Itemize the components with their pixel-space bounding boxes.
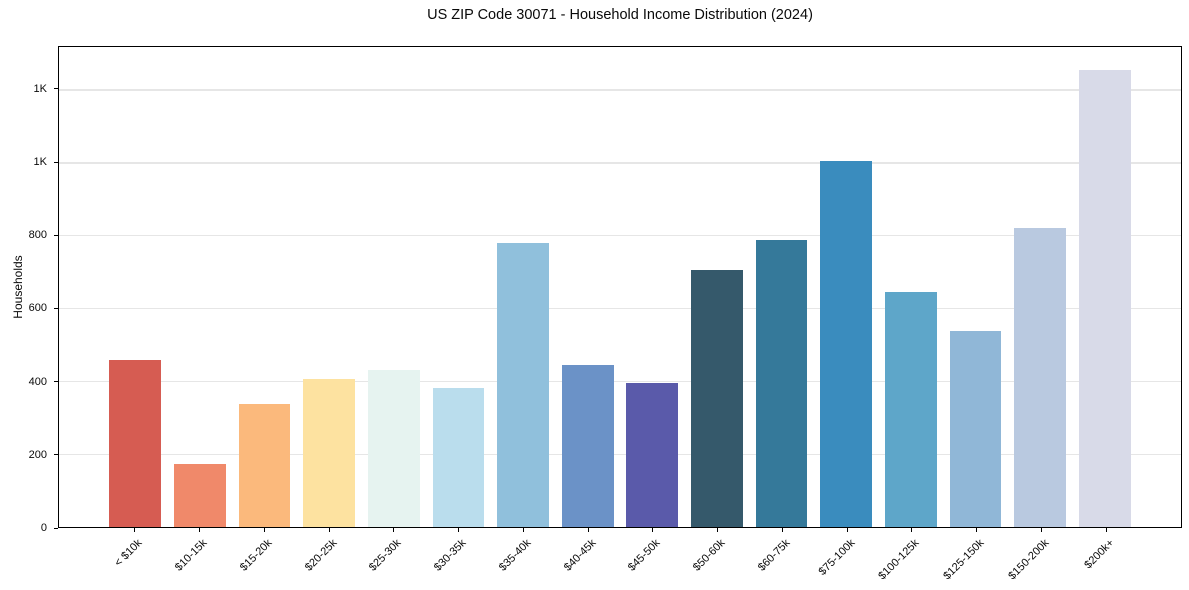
x-tick-mark: [652, 528, 654, 532]
y-tick-label: 800: [28, 229, 47, 242]
bar-slot: [103, 47, 168, 527]
bar-20-25k: [303, 379, 356, 527]
bar-slot: [879, 47, 944, 527]
bar-slot: [1072, 47, 1137, 527]
bar-75-100k: [820, 160, 873, 527]
gridline-800: [59, 234, 1181, 237]
x-tick-mark: [846, 528, 848, 532]
gridline-200: [59, 453, 1181, 456]
y-tick-mark: [54, 88, 58, 90]
bar-30-35k: [432, 388, 485, 527]
bar-200k: [1078, 69, 1131, 527]
bar-45-50k: [626, 383, 679, 527]
bar-60-75k: [755, 239, 808, 527]
bars-container: [59, 47, 1181, 527]
gridline-1200: [59, 89, 1181, 91]
x-tick-mark: [134, 528, 136, 532]
x-tick-mark: [781, 528, 783, 532]
y-tick-mark: [54, 161, 58, 163]
gridline-1000: [59, 162, 1181, 164]
x-tick-mark: [976, 528, 978, 532]
x-tick-mark: [458, 528, 460, 532]
bar-10k: [109, 360, 162, 527]
bar-slot: [749, 47, 814, 527]
y-axis-ticks: 0 200 400 600 800 1K 1K: [0, 46, 58, 534]
x-tick-mark: [717, 528, 719, 532]
bar-slot: [297, 47, 362, 527]
gridline-400: [59, 380, 1181, 383]
x-tick-mark: [199, 528, 201, 532]
y-tick-label: 600: [28, 302, 47, 315]
y-tick-mark: [54, 381, 58, 383]
y-tick-label: 400: [28, 375, 47, 388]
bar-slot: [491, 47, 556, 527]
y-tick-mark: [54, 454, 58, 456]
gridline-600: [59, 307, 1181, 310]
y-tick-label: 1K: [33, 156, 47, 169]
y-tick-label: 1K: [33, 82, 47, 95]
x-tick-mark: [522, 528, 524, 532]
x-tick-mark: [1105, 528, 1107, 532]
plot-area: [58, 46, 1182, 528]
chart-title: US ZIP Code 30071 - Household Income Dis…: [427, 7, 813, 23]
bar-slot: [362, 47, 427, 527]
x-tick-label: < $10k: [112, 537, 145, 570]
bar-25-30k: [367, 370, 420, 527]
bar-10-15k: [174, 464, 226, 527]
bar-slot: [426, 47, 491, 527]
x-tick-mark: [263, 528, 265, 532]
x-tick-mark: [1040, 528, 1042, 532]
y-tick-mark: [54, 307, 58, 309]
bar-35-40k: [497, 243, 549, 527]
bar-50-60k: [691, 270, 743, 527]
bar-slot: [685, 47, 750, 527]
x-axis-ticks: < $10k $10-15k $15-20k $20-25k $25-30k $30-35…: [58, 528, 1182, 590]
y-tick-label: 200: [28, 448, 47, 461]
y-tick-mark: [54, 234, 58, 236]
y-tick-label: 0: [40, 522, 47, 534]
bar-slot: [168, 47, 233, 527]
bar-slot: [620, 47, 685, 527]
x-tick-mark: [328, 528, 330, 532]
bar-slot: [232, 47, 297, 527]
bar-slot: [555, 47, 620, 527]
bar-15-20k: [238, 404, 291, 527]
bar-slot: [814, 47, 879, 527]
x-tick-mark: [587, 528, 589, 532]
gridlines: [59, 47, 1181, 527]
bar-40-45k: [561, 365, 614, 527]
bar-125-150k: [949, 331, 1002, 527]
bar-slot: [1008, 47, 1073, 527]
y-tick-mark: [54, 527, 58, 529]
bar-150-200k: [1014, 228, 1066, 527]
x-tick-mark: [393, 528, 395, 532]
x-tick-mark: [911, 528, 913, 532]
bar-100-125k: [884, 291, 937, 527]
bar-slot: [943, 47, 1008, 527]
